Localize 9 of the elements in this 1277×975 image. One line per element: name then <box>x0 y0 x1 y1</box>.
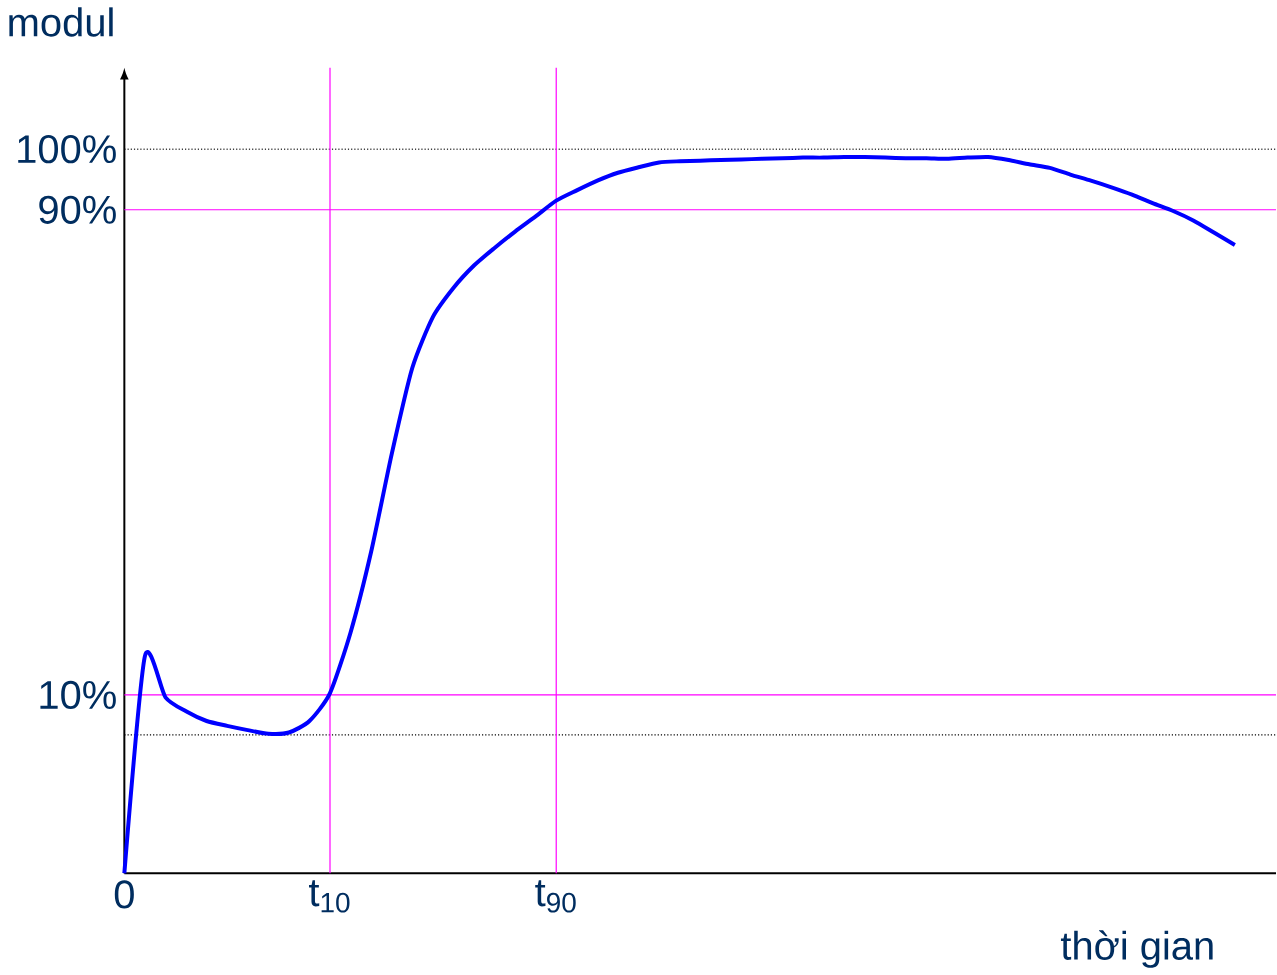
y-tick-label: 100% <box>18 135 116 164</box>
x-tick-label: t$_{90}$ <box>535 880 576 913</box>
x-axis-title: thời gian <box>1060 930 1213 969</box>
y-tick-label: 10% <box>40 681 116 710</box>
x-tick-label: 0 <box>114 880 134 909</box>
y-tick-label: 90% <box>39 195 116 225</box>
y-axis-title: modul <box>9 7 113 37</box>
line-series <box>122 155 1237 876</box>
x-tick-label: t$_{10}$ <box>309 880 350 913</box>
